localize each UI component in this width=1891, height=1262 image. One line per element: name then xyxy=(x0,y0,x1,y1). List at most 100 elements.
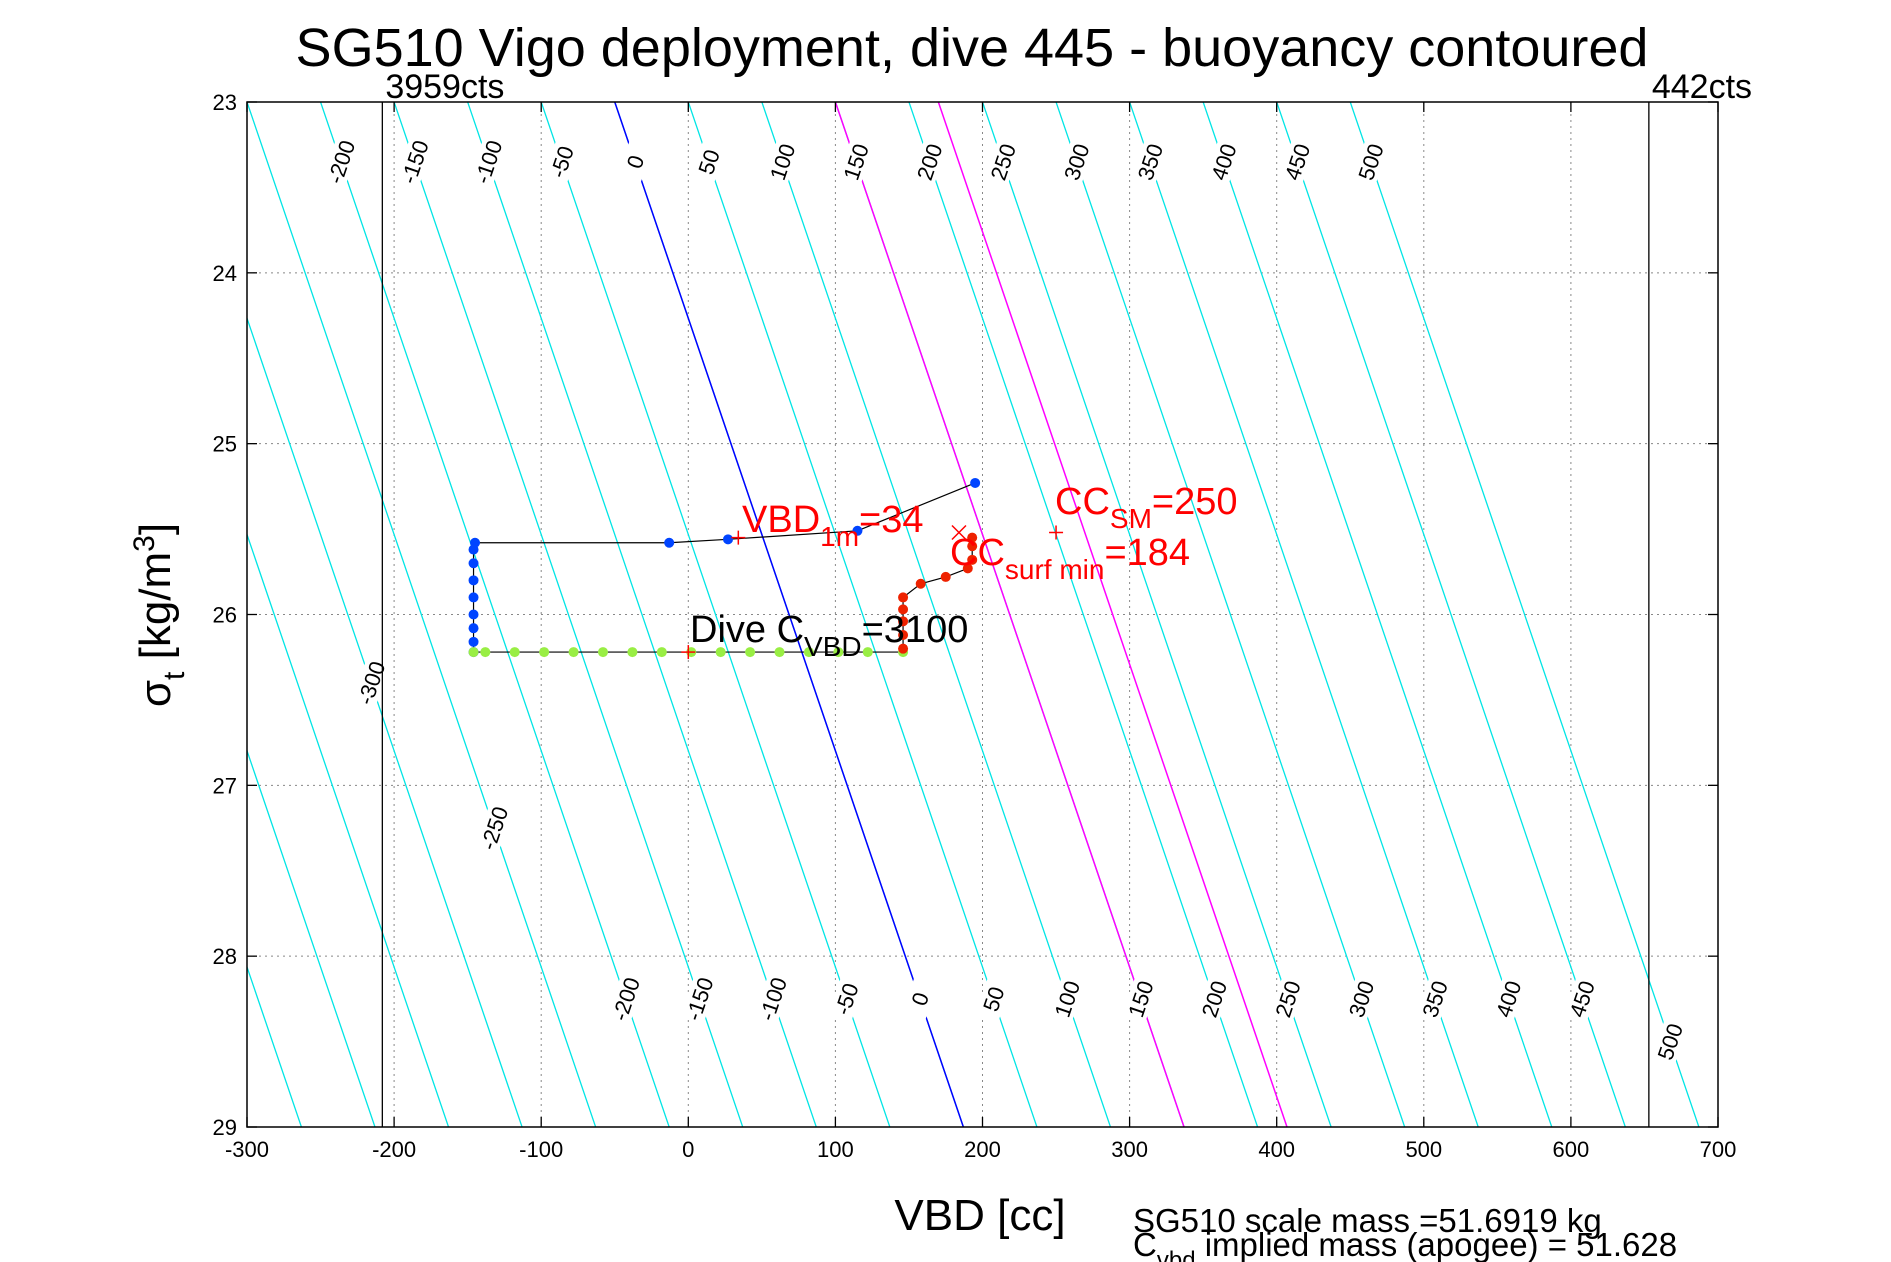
contour-label-bg xyxy=(901,974,939,1024)
scale-mass-note: SG510 scale mass =51.6919 kg xyxy=(1133,1202,1602,1239)
bottom-point xyxy=(745,647,756,658)
ascent-point xyxy=(898,616,909,627)
vbd-limit-lines: 3959cts 442cts xyxy=(381,68,1752,1127)
contour-label-bg xyxy=(395,137,433,187)
contour-label-bg xyxy=(475,803,513,853)
contour-line xyxy=(247,748,376,1127)
vbd-limit-label: 442cts xyxy=(1652,68,1752,106)
bottom-point xyxy=(627,647,638,658)
ascent-point xyxy=(940,571,951,582)
descent-point xyxy=(468,636,479,647)
x-tick-label: 400 xyxy=(1258,1137,1295,1162)
data-series xyxy=(468,477,981,658)
annotation-tail: =250 xyxy=(1152,481,1238,523)
descent-point xyxy=(468,544,479,555)
annotation-tail: =3100 xyxy=(862,609,969,651)
bottom-point xyxy=(803,647,814,658)
bottom-point xyxy=(539,647,550,658)
y-tick-label: 25 xyxy=(213,432,237,457)
contour-label-bg xyxy=(1651,1016,1689,1067)
contour-label-bg xyxy=(616,137,654,187)
contour-label-bg xyxy=(1278,137,1316,187)
implied-mass-main: C xyxy=(1133,1226,1157,1262)
contour-label-bg xyxy=(322,137,360,187)
ascent-point xyxy=(967,532,978,543)
descent-point xyxy=(970,477,981,488)
annotation-sub: surf min xyxy=(1005,554,1105,585)
contour-label-bg xyxy=(763,137,801,187)
x-marker-b xyxy=(951,524,967,541)
contour-label: -150 xyxy=(396,137,434,187)
contour-label-bg xyxy=(1048,974,1086,1024)
annotation-sub: VBD xyxy=(804,631,862,662)
descent-point xyxy=(468,609,479,620)
x-tick-label: -300 xyxy=(225,1137,269,1162)
y-axis-label-main: σ xyxy=(131,680,180,707)
bottom-point xyxy=(774,647,785,658)
contour-label-bg xyxy=(1057,137,1095,187)
x-tick-label: -200 xyxy=(372,1137,416,1162)
x-tick-label: 600 xyxy=(1553,1137,1590,1162)
buoyancy-contours xyxy=(247,102,1700,1127)
contour-label-bg xyxy=(1122,974,1159,1024)
contour-label: 100 xyxy=(1050,978,1085,1021)
annotation-divec: Dive CVBD=3100 xyxy=(690,609,968,662)
bottom-point xyxy=(509,647,520,658)
contour-label: -250 xyxy=(475,803,513,853)
contour-label: 400 xyxy=(1206,141,1241,184)
contour-label: 150 xyxy=(838,141,873,184)
contour-label: 200 xyxy=(1197,978,1232,1021)
contour-label: -150 xyxy=(681,974,719,1024)
contour-label: 250 xyxy=(986,141,1021,184)
y-tick-label: 24 xyxy=(213,261,237,286)
contour-line xyxy=(1276,102,1627,1127)
descent-point xyxy=(468,558,479,569)
x-tick-label: -100 xyxy=(519,1137,563,1162)
contour-label-bg xyxy=(690,137,728,187)
contour-label-bg xyxy=(1342,974,1380,1024)
bottom-point xyxy=(656,647,667,658)
contour-label-bg xyxy=(1195,974,1233,1024)
contour-line xyxy=(247,964,303,1127)
contour-label-bg xyxy=(1131,137,1169,187)
bottom-point xyxy=(862,647,873,658)
axis-ticks: -300 -200 -100 0 100 200 300 400 500 600 700 23 24 25… xyxy=(213,90,1737,1162)
contour-label: 200 xyxy=(912,141,947,184)
contour-label: 250 xyxy=(1270,978,1305,1021)
bottom-point xyxy=(568,647,579,658)
annotation-sub: SM xyxy=(1110,503,1152,534)
contour-label-bg xyxy=(827,974,865,1024)
contour-label: 400 xyxy=(1491,978,1526,1021)
ascent-point xyxy=(898,592,909,603)
y-tick-label: 26 xyxy=(213,603,237,628)
y-axis-label-sup: 3 xyxy=(128,535,161,552)
contour-label-bg xyxy=(1352,137,1390,187)
descent-point xyxy=(852,525,863,536)
y-tick-label: 27 xyxy=(213,773,237,798)
x-tick-label: 100 xyxy=(817,1137,854,1162)
descent-point xyxy=(468,575,479,586)
annotation-tail: =34 xyxy=(859,499,923,541)
contour-label-bg xyxy=(607,974,645,1024)
contour-label: 450 xyxy=(1280,141,1315,184)
implied-mass-tail: implied mass (apogee) = 51.628 xyxy=(1196,1226,1678,1262)
contour-label: 350 xyxy=(1133,141,1168,184)
y-axis-label-sub: t xyxy=(158,671,191,680)
y-tick-label: 23 xyxy=(213,90,237,115)
ascent-point xyxy=(915,578,926,589)
grid-lines xyxy=(246,101,1719,1128)
x-tick-label: 500 xyxy=(1405,1137,1442,1162)
contour-label: 350 xyxy=(1417,978,1452,1021)
contour-line xyxy=(247,532,450,1127)
contour-label-bg xyxy=(984,137,1022,187)
bottom-point xyxy=(597,647,608,658)
contour-label-bg xyxy=(1489,974,1527,1024)
implied-mass-note: Cvbd implied mass (apogee) = 51.628 xyxy=(1133,1226,1677,1262)
contour-label: 500 xyxy=(1653,1020,1688,1063)
annotation-tail: =184 xyxy=(1104,532,1190,574)
contour-label-bg xyxy=(1563,974,1601,1024)
x-tick-label: 200 xyxy=(964,1137,1001,1162)
bottom-point xyxy=(468,647,479,658)
ascent-point xyxy=(962,563,973,574)
